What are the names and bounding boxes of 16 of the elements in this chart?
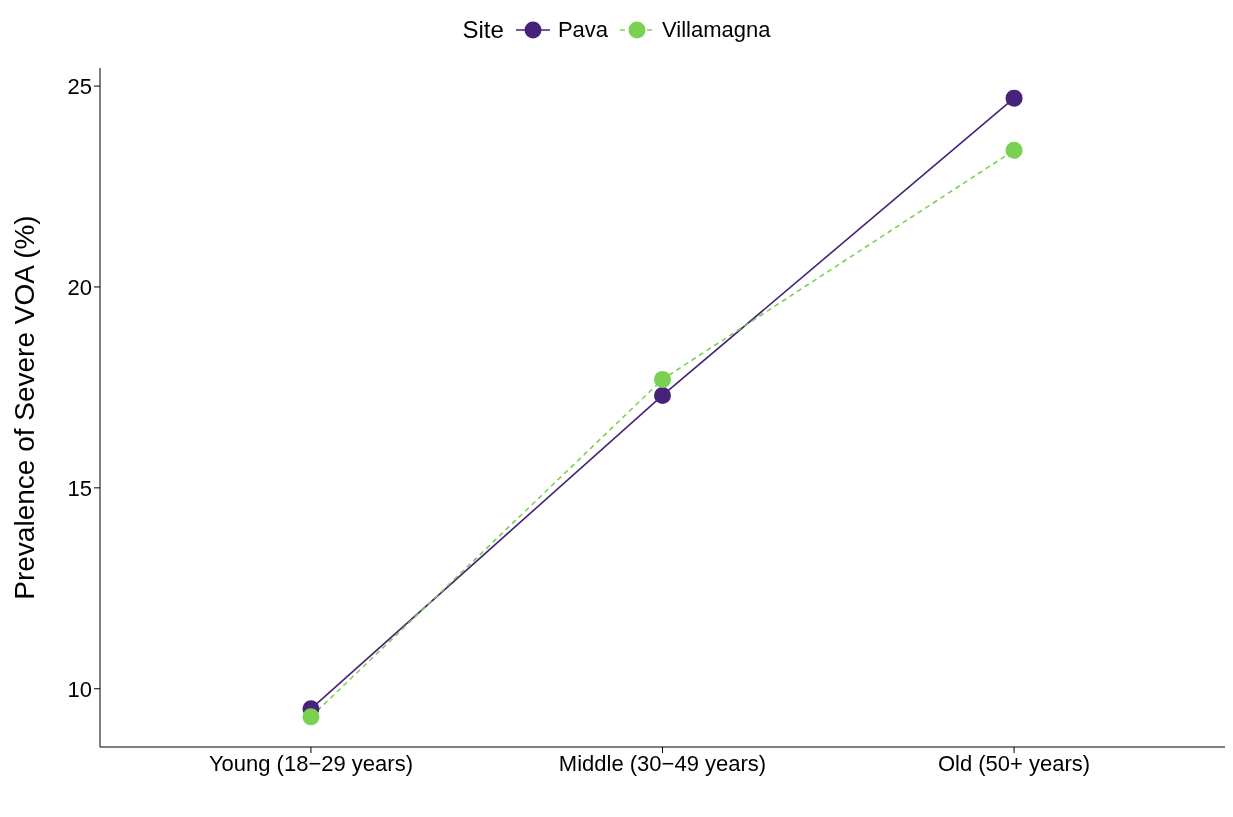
point xyxy=(1005,141,1023,159)
legend-title: Site xyxy=(462,16,504,44)
x-tick-label: Middle (30−49 years) xyxy=(558,750,767,776)
point xyxy=(654,370,671,388)
y-tick-label: 20 xyxy=(67,274,92,300)
y-tick-label: 25 xyxy=(67,73,92,99)
y-tick-label: 15 xyxy=(67,475,92,501)
y-tick-label: 10 xyxy=(67,676,92,702)
y-axis-title: Prevalence of Severe VOA (%) xyxy=(8,215,40,600)
x-tick-label: Old (50+ years) xyxy=(937,750,1091,776)
point xyxy=(654,386,671,404)
point xyxy=(1005,89,1023,107)
legend-label: Pava xyxy=(557,17,609,43)
legend-label: Villamagna xyxy=(662,17,771,43)
point xyxy=(302,708,320,726)
x-tick-label: Young (18−29 years) xyxy=(208,750,413,776)
